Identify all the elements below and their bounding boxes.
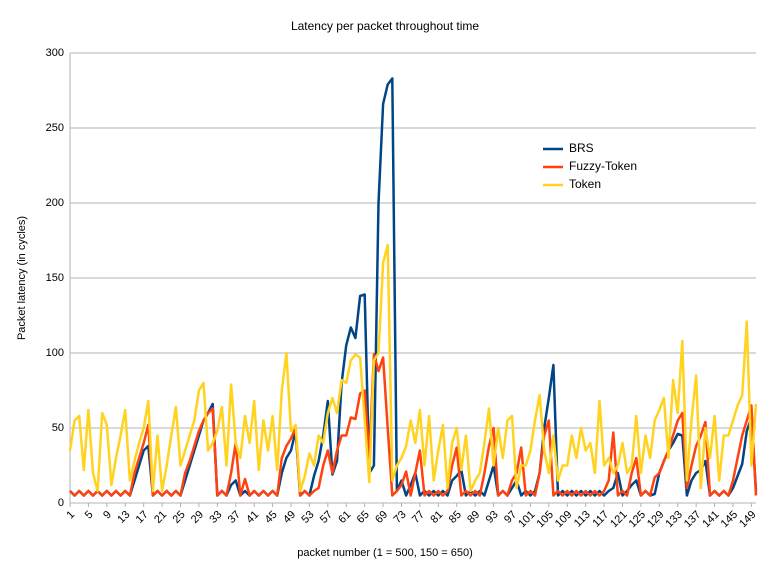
x-tick-label: 49	[281, 509, 298, 526]
x-tick-label: 57	[318, 509, 335, 526]
chart-title: Latency per packet throughout time	[291, 19, 479, 33]
legend-label: BRS	[569, 141, 594, 155]
y-tick-label: 200	[46, 197, 64, 209]
x-tick-label: 121	[608, 509, 629, 530]
y-tick-label: 0	[58, 497, 64, 509]
x-tick-label: 29	[189, 509, 206, 526]
x-tick-label: 113	[572, 509, 593, 530]
x-tick-label: 21	[152, 509, 169, 526]
legend-label: Fuzzy-Token	[569, 159, 637, 173]
x-tick-label: 105	[535, 509, 556, 530]
x-tick-label: 25	[171, 509, 188, 526]
x-tick-label: 37	[226, 509, 243, 526]
y-tick-label: 150	[46, 272, 64, 284]
x-tick-label: 45	[263, 509, 280, 526]
x-tick-label: 77	[410, 509, 427, 526]
x-tick-label: 149	[737, 509, 758, 530]
x-tick-label: 141	[700, 509, 721, 530]
x-tick-label: 13	[115, 509, 132, 526]
x-axis-label: packet number (1 = 500, 150 = 650)	[297, 547, 473, 559]
x-tick-label: 101	[516, 509, 537, 530]
x-tick-label: 125	[627, 509, 648, 530]
x-tick-label: 61	[336, 509, 353, 526]
x-tick-label: 9	[101, 509, 114, 522]
x-tick-label: 133	[663, 509, 684, 530]
x-tick-label: 117	[590, 509, 611, 530]
x-tick-label: 85	[447, 509, 464, 526]
x-tick-label: 129	[645, 509, 666, 530]
x-tick-label: 145	[719, 509, 740, 530]
y-tick-label: 300	[46, 47, 64, 59]
x-tick-label: 137	[682, 509, 703, 530]
legend-label: Token	[569, 177, 601, 191]
x-tick-label: 93	[484, 509, 501, 526]
y-tick-label: 250	[46, 122, 64, 134]
x-tick-label: 73	[392, 509, 409, 526]
x-tick-label: 53	[299, 509, 316, 526]
x-tick-label: 89	[465, 509, 482, 526]
x-tick-label: 65	[355, 509, 372, 526]
x-tick-label: 109	[553, 509, 574, 530]
x-tick-label: 33	[207, 509, 224, 526]
x-tick-label: 1	[64, 509, 77, 522]
x-tick-label: 17	[134, 509, 151, 526]
line-series	[68, 243, 758, 493]
y-axis-label: Packet latency (in cycles)	[16, 216, 28, 340]
line-series	[69, 353, 758, 497]
y-tick-label: 100	[46, 347, 64, 359]
x-tick-label: 69	[373, 509, 390, 526]
x-tick-label: 41	[244, 509, 261, 526]
x-tick-label: 81	[428, 509, 445, 526]
y-tick-label: 50	[52, 422, 64, 434]
x-tick-label: 5	[83, 509, 96, 522]
